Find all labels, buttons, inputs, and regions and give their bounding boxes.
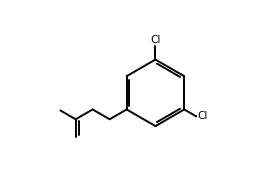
Text: Cl: Cl	[150, 35, 161, 45]
Text: Cl: Cl	[197, 111, 208, 121]
